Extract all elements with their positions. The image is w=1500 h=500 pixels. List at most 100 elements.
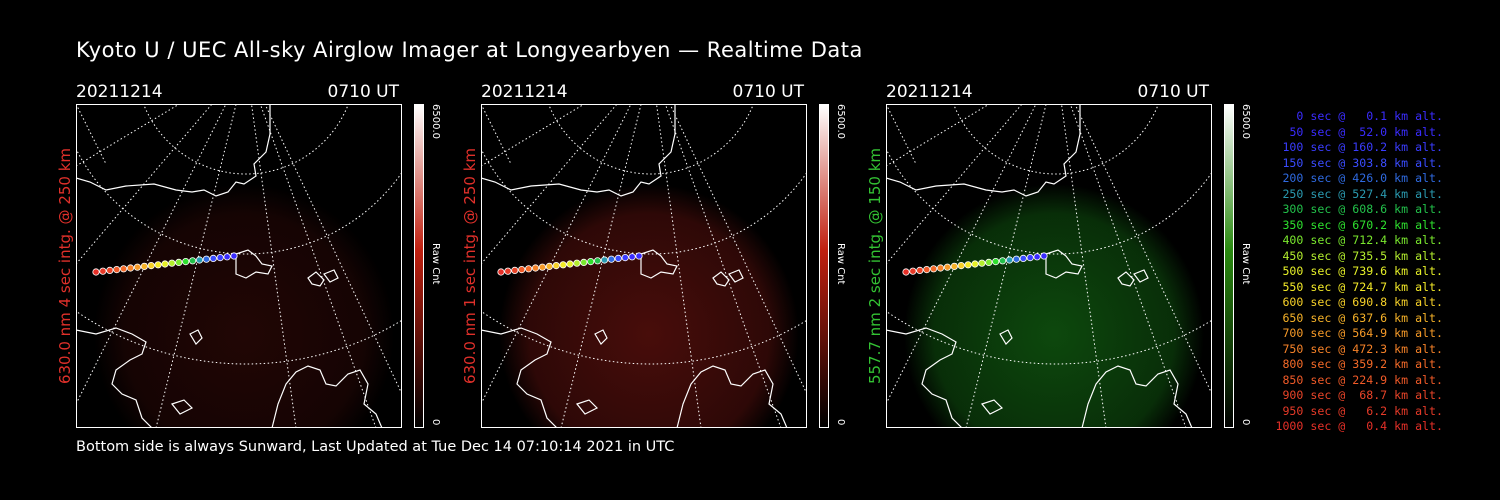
panel-2-colorbar-min: 0 [835, 419, 846, 426]
legend-entry: 250 sec @ 527.4 km alt. [1282, 186, 1443, 201]
legend-entry: 600 sec @ 690.8 km alt. [1282, 295, 1443, 309]
trajectory-point [1019, 254, 1027, 262]
legend-entry: 300 sec @ 608.6 km alt. [1282, 202, 1443, 216]
panel-2-colorbar-label: Raw Cnt [835, 243, 846, 285]
panel-1-time: 0710 UT [327, 82, 400, 102]
legend-entry: 550 sec @ 724.7 km alt. [1282, 279, 1443, 294]
greenland-coast [886, 104, 1081, 197]
trajectory-point [133, 263, 142, 271]
trajectory-point [182, 258, 190, 266]
trajectory-point [635, 252, 643, 260]
scandinavia-coast [76, 327, 153, 428]
trajectory-point [518, 266, 526, 274]
longitude-line [481, 104, 586, 167]
legend-entry: 750 sec @ 472.3 km alt. [1282, 341, 1443, 356]
longitude-line [1074, 104, 1212, 395]
trajectory-point [594, 257, 602, 265]
island-coast [980, 329, 1013, 415]
legend-entry: 850 sec @ 224.9 km alt. [1282, 372, 1443, 387]
trajectory-point [497, 268, 505, 276]
longitude-line [669, 104, 807, 395]
trajectory-point [524, 265, 533, 273]
trajectory-point [909, 267, 917, 275]
legend-entry: 150 sec @ 303.8 km alt. [1282, 155, 1443, 170]
svalbard-coast [640, 249, 678, 279]
scandinavia-coast [886, 327, 963, 428]
trajectory-point [1026, 254, 1034, 262]
trajectory-point [189, 257, 197, 265]
franz-josef-coast [307, 269, 339, 287]
panel-border [481, 104, 807, 428]
legend-entry: 800 sec @ 359.2 km alt. [1282, 357, 1443, 371]
trajectory-point [195, 256, 204, 264]
trajectory-point [223, 253, 231, 261]
panel-1-image [76, 104, 402, 428]
trajectory-point [614, 254, 622, 262]
legend-entry: 200 sec @ 426.0 km alt. [1282, 171, 1443, 185]
island-coast [575, 329, 608, 415]
panel-1-ylabel: 630.0 nm 4 sec intg. @ 250 km [56, 147, 74, 385]
trajectory-point [92, 268, 100, 276]
trajectory-point [573, 259, 581, 267]
trajectory-point [559, 261, 567, 269]
greenland-coast [76, 104, 271, 197]
trajectory-point [202, 255, 210, 263]
trajectory-point [587, 258, 595, 266]
panel-3-date: 20211214 [886, 82, 973, 102]
lat-circle [548, 104, 754, 175]
page-title: Kyoto U / UEC All-sky Airglow Imager at … [76, 38, 863, 62]
panel-3-ylabel: 557.7 nm 2 sec intg. @ 150 km [866, 147, 884, 385]
trajectory-point [504, 267, 512, 275]
legend-entry: 700 sec @ 564.9 km alt. [1282, 326, 1443, 340]
trajectory-point [607, 255, 615, 263]
trajectory-point [511, 266, 519, 274]
trajectory-point [216, 254, 224, 262]
trajectory-point [950, 262, 958, 270]
longitude-line [264, 104, 402, 395]
trajectory-point [957, 262, 965, 270]
panel-1-colorbar [414, 104, 424, 428]
legend-entry: 400 sec @ 712.4 km alt. [1282, 233, 1443, 247]
trajectory-point [161, 260, 169, 268]
trajectory-point [992, 258, 1000, 266]
russia-coast [1081, 365, 1193, 428]
trajectory-point [978, 259, 986, 267]
trajectory-point [1040, 252, 1048, 260]
panel-2-date: 20211214 [481, 82, 568, 102]
trajectory-point [1033, 253, 1041, 261]
trajectory-point [538, 263, 547, 271]
panel-1-colorbar-max: 6500.0 [430, 104, 441, 139]
airglow-field [94, 184, 394, 428]
trajectory-point [936, 264, 945, 272]
longitude-line [655, 104, 702, 428]
trajectory-point [985, 258, 993, 266]
trajectory-point [119, 265, 128, 273]
trajectory-point [929, 265, 938, 273]
trajectory-point [140, 262, 148, 270]
trajectory-point [1005, 256, 1014, 264]
trajectory-point [147, 262, 155, 270]
legend-entry: 100 sec @ 160.2 km alt. [1282, 140, 1443, 154]
legend-entry: 950 sec @ 6.2 km alt. [1282, 403, 1443, 418]
greenland-coast [481, 104, 676, 197]
legend-entry: 50 sec @ 52.0 km alt. [1289, 124, 1443, 139]
trajectory-point [106, 266, 114, 274]
longitude-line [155, 104, 237, 428]
trajectory-point [916, 266, 924, 274]
trajectory-legend: 0 sec @ 0.1 km alt. 50 sec @ 52.0 km alt.… [1223, 109, 1443, 435]
svalbard-coast [235, 249, 273, 279]
panel-2-colorbar [819, 104, 829, 428]
russia-coast [676, 365, 788, 428]
longitude-line [560, 104, 642, 428]
panel-border [76, 104, 402, 428]
panel-2-time: 0710 UT [732, 82, 805, 102]
panel-3-image [886, 104, 1212, 428]
franz-josef-coast [712, 269, 744, 287]
legend-entry: 0 sec @ 0.1 km alt. [1296, 109, 1443, 123]
panel-1-date: 20211214 [76, 82, 163, 102]
longitude-line [481, 104, 632, 405]
longitude-line [965, 104, 1047, 428]
panel-3-colorbar [1224, 104, 1234, 428]
longitude-line [76, 104, 227, 405]
lat-circle [953, 104, 1159, 175]
